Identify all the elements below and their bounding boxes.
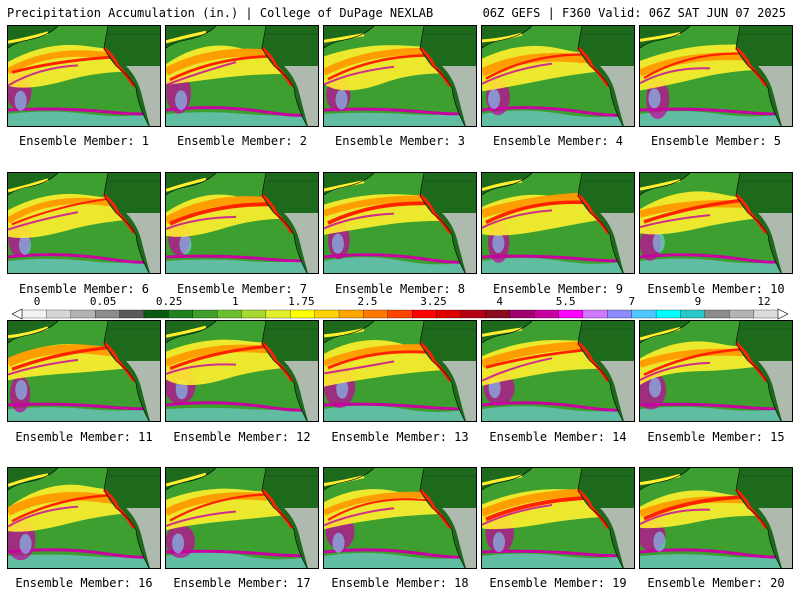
ensemble-member-label: Ensemble Member: 9: [492, 282, 624, 296]
ensemble-map-7: [165, 172, 319, 274]
colorbar-tick-label: 9: [694, 295, 702, 308]
colorbar-swatch: [631, 309, 657, 319]
ensemble-member-label: Ensemble Member: 7: [176, 282, 308, 296]
colorbar-tick-label: 4: [496, 295, 503, 308]
colorbar-swatch: [607, 309, 633, 319]
colorbar-tick-label: 12: [757, 295, 771, 308]
colorbar-swatch: [143, 309, 169, 319]
colorbar-swatch: [338, 309, 364, 319]
colorbar-tick-label: 0.25: [155, 295, 183, 308]
ensemble-map-8: [323, 172, 477, 274]
ensemble-member-label: Ensemble Member: 18: [331, 576, 469, 590]
ensemble-member-label: Ensemble Member: 3: [334, 134, 466, 148]
ensemble-map-13: [323, 320, 477, 422]
colorbar-tick-label: 1: [231, 295, 239, 308]
ensemble-map-19: [481, 467, 635, 569]
ensemble-map-4: [481, 25, 635, 127]
ensemble-member-label: Ensemble Member: 12: [173, 430, 311, 444]
colorbar-swatch: [95, 309, 121, 319]
ensemble-member-label: Ensemble Member: 17: [173, 576, 311, 590]
colorbar-tick-label: 5.5: [555, 295, 576, 308]
ensemble-map-5: [639, 25, 793, 127]
ensemble-map-9: [481, 172, 635, 274]
ensemble-member-label: Ensemble Member: 4: [492, 134, 624, 148]
colorbar-tick-label: 7: [628, 295, 636, 308]
colorbar-swatch: [485, 309, 511, 319]
colorbar-swatch: [387, 309, 413, 319]
colorbar-swatch: [680, 309, 706, 319]
colorbar: [12, 308, 788, 320]
colorbar-swatch: [582, 309, 608, 319]
colorbar-swatch: [460, 309, 486, 319]
ensemble-map-14: [481, 320, 635, 422]
ensemble-member-label: Ensemble Member: 5: [650, 134, 782, 148]
colorbar-swatch: [168, 309, 194, 319]
ensemble-map-16: [7, 467, 161, 569]
ensemble-member-label: Ensemble Member: 8: [334, 282, 466, 296]
colorbar-tick-label: 3.25: [420, 295, 447, 308]
colorbar-swatch: [729, 309, 755, 319]
colorbar-swatch: [70, 309, 96, 319]
colorbar-swatch: [436, 309, 462, 319]
map-title: Precipitation Accumulation (in.) | Colle…: [7, 6, 434, 20]
colorbar-swatch: [363, 309, 389, 319]
ensemble-map-20: [639, 467, 793, 569]
ensemble-map-10: [639, 172, 793, 274]
ensemble-map-15: [639, 320, 793, 422]
ensemble-map-6: [7, 172, 161, 274]
colorbar-swatch: [533, 309, 559, 319]
colorbar-swatch: [704, 309, 730, 319]
colorbar-tick-label: 0: [33, 295, 41, 308]
ensemble-member-label: Ensemble Member: 1: [18, 134, 150, 148]
colorbar-swatch: [192, 309, 218, 319]
colorbar-swatch: [265, 309, 291, 319]
colorbar-left-arrow: [12, 308, 23, 320]
ensemble-member-label: Ensemble Member: 2: [176, 134, 308, 148]
ensemble-member-label: Ensemble Member: 14: [489, 430, 627, 444]
ensemble-member-label: Ensemble Member: 19: [489, 576, 627, 590]
colorbar-swatch: [753, 309, 779, 319]
colorbar-tick-label: 2.5: [357, 295, 378, 308]
ensemble-map-18: [323, 467, 477, 569]
colorbar-swatch: [509, 309, 535, 319]
ensemble-member-label: Ensemble Member: 20: [647, 576, 785, 590]
ensemble-map-11: [7, 320, 161, 422]
ensemble-map-12: [165, 320, 319, 422]
ensemble-member-label: Ensemble Member: 15: [647, 430, 785, 444]
ensemble-map-1: [7, 25, 161, 127]
colorbar-swatch: [412, 309, 438, 319]
ensemble-member-label: Ensemble Member: 13: [331, 430, 469, 444]
colorbar-swatch: [216, 309, 242, 319]
ensemble-member-label: Ensemble Member: 16: [15, 576, 153, 590]
ensemble-map-17: [165, 467, 319, 569]
colorbar-swatch: [655, 309, 681, 319]
ensemble-member-label: Ensemble Member: 11: [15, 430, 153, 444]
valid-time-label: 06Z GEFS | F360 Valid: 06Z SAT JUN 07 20…: [482, 6, 786, 20]
colorbar-swatch: [119, 309, 145, 319]
colorbar-swatch: [290, 309, 316, 319]
colorbar-swatch: [241, 309, 267, 319]
colorbar-swatch: [314, 309, 340, 319]
colorbar-tick-label: 0.05: [89, 295, 117, 308]
colorbar-swatch: [21, 309, 47, 319]
colorbar-swatch: [558, 309, 584, 319]
colorbar-swatch: [46, 309, 72, 319]
ensemble-map-3: [323, 25, 477, 127]
colorbar-tick-label: 1.75: [288, 295, 315, 308]
ensemble-member-label: Ensemble Member: 10: [647, 282, 785, 296]
ensemble-map-2: [165, 25, 319, 127]
ensemble-member-label: Ensemble Member: 6: [18, 282, 150, 296]
colorbar-right-arrow: [777, 308, 788, 320]
